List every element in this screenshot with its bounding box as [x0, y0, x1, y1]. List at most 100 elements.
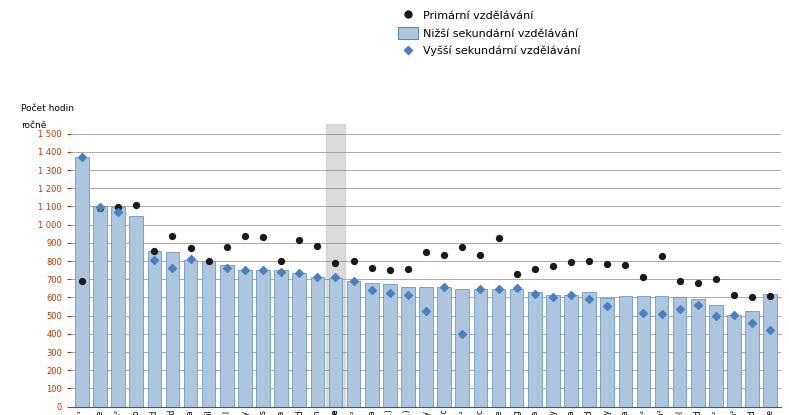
Point: [547, 263, 559, 269]
Legend: Primární vzdělávání, Nižší sekundární vzdělávání, Vyšší sekundární vzdělávání: Primární vzdělávání, Nižší sekundární vz…: [398, 10, 581, 56]
Point: [293, 237, 305, 244]
Bar: [166, 252, 179, 407]
Bar: [347, 281, 361, 407]
Bar: [111, 207, 125, 407]
Point: [329, 259, 342, 266]
Point: [510, 271, 523, 278]
Bar: [148, 251, 161, 407]
Point: [673, 305, 686, 312]
Point: [347, 277, 360, 284]
Point: [76, 154, 88, 161]
Bar: [455, 289, 469, 407]
Point: [383, 267, 396, 273]
Bar: [528, 292, 541, 407]
Point: [529, 266, 541, 273]
Point: [583, 295, 596, 302]
Bar: [401, 287, 415, 407]
Bar: [492, 289, 505, 407]
Point: [347, 258, 360, 264]
Bar: [238, 270, 252, 407]
Point: [565, 259, 578, 266]
Bar: [546, 295, 559, 407]
Bar: [709, 305, 723, 407]
Bar: [365, 283, 379, 407]
Point: [94, 205, 107, 211]
Point: [583, 258, 596, 264]
Bar: [600, 298, 614, 407]
Bar: [220, 265, 234, 407]
Point: [438, 283, 451, 290]
Point: [94, 204, 107, 210]
Bar: [437, 287, 451, 407]
Bar: [655, 296, 668, 407]
Point: [275, 257, 287, 264]
Point: [166, 232, 179, 239]
Bar: [184, 260, 197, 407]
Point: [727, 292, 740, 298]
Bar: [311, 277, 324, 407]
Bar: [129, 216, 143, 407]
Bar: [202, 261, 215, 407]
Point: [691, 280, 704, 287]
Point: [691, 302, 704, 309]
Point: [655, 311, 667, 317]
Point: [238, 267, 251, 273]
Point: [365, 265, 378, 272]
Point: [311, 243, 323, 250]
Point: [148, 248, 161, 254]
Point: [709, 275, 722, 282]
Point: [420, 249, 432, 255]
Point: [746, 293, 758, 300]
Point: [638, 273, 650, 280]
Bar: [673, 297, 686, 407]
Point: [673, 277, 686, 284]
Point: [185, 244, 197, 251]
Point: [148, 256, 161, 263]
Point: [220, 265, 233, 272]
Point: [185, 256, 197, 263]
Point: [565, 292, 578, 299]
Point: [638, 310, 650, 317]
Bar: [746, 311, 759, 407]
Point: [275, 269, 287, 275]
Bar: [691, 299, 705, 407]
Point: [474, 286, 487, 292]
Text: ročně: ročně: [21, 121, 47, 130]
Point: [601, 303, 614, 309]
Point: [202, 258, 215, 264]
Bar: [75, 157, 88, 407]
Point: [329, 273, 342, 280]
Point: [311, 273, 323, 280]
Point: [256, 234, 269, 241]
Bar: [510, 289, 523, 407]
Point: [547, 294, 559, 300]
Bar: [637, 296, 650, 407]
Point: [76, 277, 88, 284]
Point: [420, 308, 432, 315]
Point: [727, 312, 740, 318]
Bar: [93, 206, 107, 407]
Point: [438, 252, 451, 259]
Point: [365, 287, 378, 293]
Point: [619, 261, 632, 268]
Bar: [419, 287, 433, 407]
Point: [112, 204, 125, 210]
Bar: [764, 294, 777, 407]
Point: [529, 290, 541, 297]
Point: [492, 286, 505, 292]
Point: [746, 320, 758, 327]
Bar: [473, 289, 487, 407]
Bar: [256, 270, 270, 407]
Bar: [383, 284, 397, 407]
Point: [402, 291, 414, 298]
Bar: [275, 270, 288, 407]
Point: [601, 261, 614, 268]
Point: [166, 265, 179, 272]
Point: [456, 244, 469, 251]
Bar: [329, 278, 342, 407]
Point: [492, 235, 505, 242]
Point: [256, 267, 269, 273]
Bar: [293, 273, 306, 407]
Point: [510, 285, 523, 291]
Point: [130, 202, 143, 208]
